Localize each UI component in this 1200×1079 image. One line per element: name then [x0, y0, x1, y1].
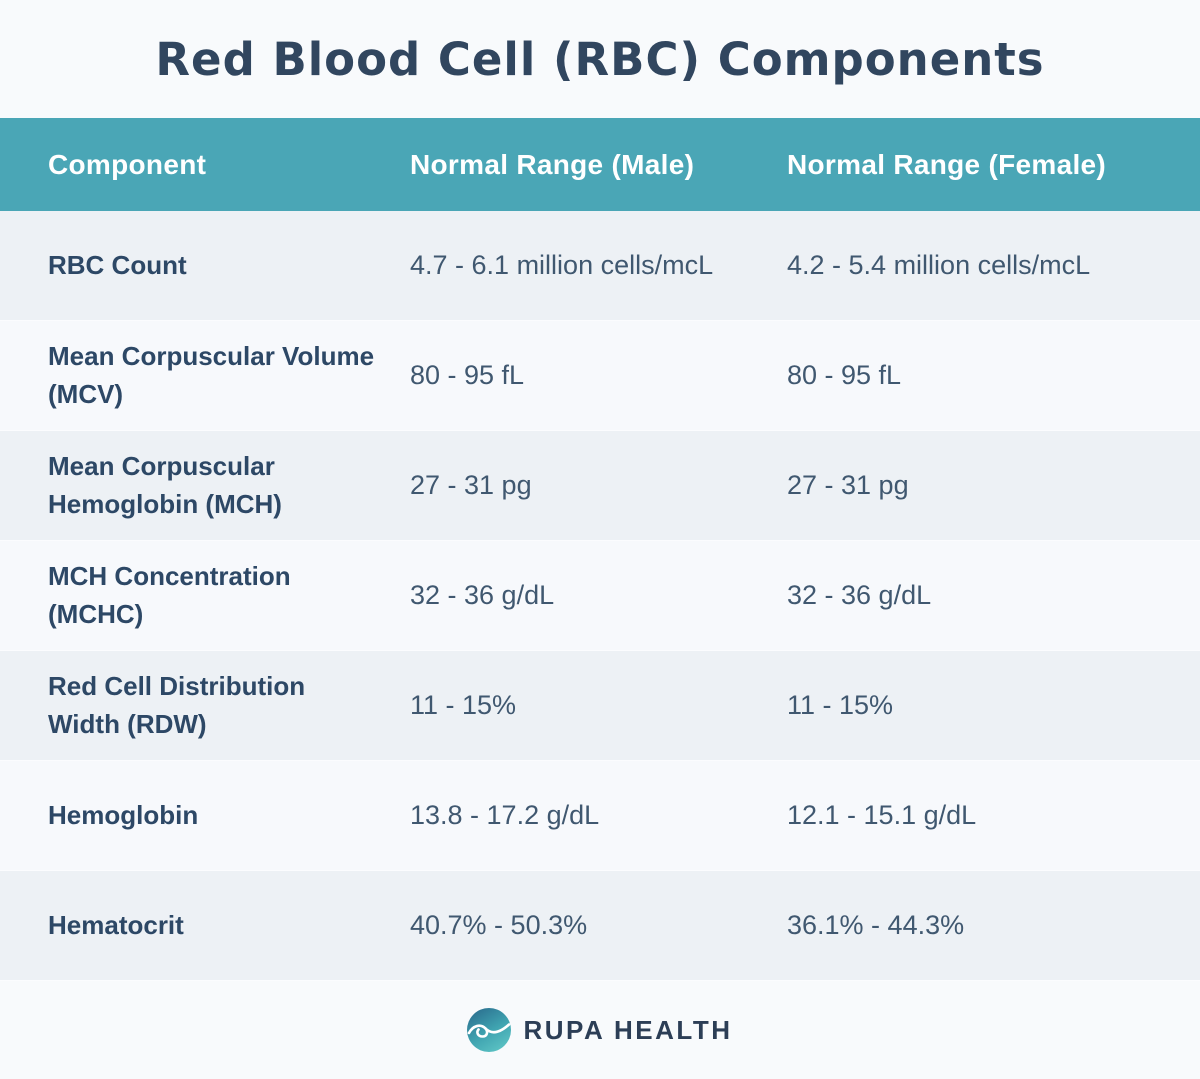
female-range-value: 11 - 15% [787, 690, 894, 720]
male-range-value: 13.8 - 17.2 g/dL [410, 800, 600, 830]
male-range-value: 27 - 31 pg [410, 470, 532, 500]
table-row-mch: Mean Corpuscular Hemoglobin (MCH) 27 - 3… [0, 431, 1200, 541]
brand-name: RUPA HEALTH [523, 1014, 733, 1045]
page-title: Red Blood Cell (RBC) Components [155, 32, 1045, 86]
female-range-value: 32 - 36 g/dL [787, 580, 932, 610]
male-range-value: 11 - 15% [410, 690, 517, 720]
brand-lockup: RUPA HEALTH [467, 1008, 732, 1052]
column-header-female-range: Normal Range (Female) [787, 148, 1107, 180]
male-range-value: 32 - 36 g/dL [410, 580, 555, 610]
column-header-component: Component [48, 148, 207, 180]
table-row-rbc-count: RBC Count 4.7 - 6.1 million cells/mcL 4.… [0, 211, 1200, 321]
title-band: Red Blood Cell (RBC) Components [0, 0, 1200, 118]
table-row-mchc: MCH Concentration (MCHC) 32 - 36 g/dL 32… [0, 541, 1200, 651]
male-range-value: 40.7% - 50.3% [410, 910, 588, 940]
table-row-mcv: Mean Corpuscular Volume (MCV) 80 - 95 fL… [0, 321, 1200, 431]
table-row-hematocrit: Hematocrit 40.7% - 50.3% 36.1% - 44.3% [0, 871, 1200, 981]
female-range-value: 12.1 - 15.1 g/dL [787, 800, 977, 830]
male-range-value: 4.7 - 6.1 million cells/mcL [410, 250, 714, 280]
table-header-row: Component Normal Range (Male) Normal Ran… [0, 118, 1200, 211]
column-header-male-range: Normal Range (Male) [410, 148, 695, 180]
component-label: RBC Count [48, 249, 187, 280]
component-label: Red Cell Distribution Width (RDW) [48, 670, 306, 739]
component-label: MCH Concentration (MCHC) [48, 560, 291, 629]
component-label: Mean Corpuscular Volume (MCV) [48, 340, 375, 409]
component-label: Mean Corpuscular Hemoglobin (MCH) [48, 450, 282, 519]
female-range-value: 80 - 95 fL [787, 360, 902, 390]
component-label: Hemoglobin [48, 799, 199, 830]
footer: RUPA HEALTH [0, 981, 1200, 1079]
table-row-rdw: Red Cell Distribution Width (RDW) 11 - 1… [0, 651, 1200, 761]
female-range-value: 27 - 31 pg [787, 470, 909, 500]
female-range-value: 4.2 - 5.4 million cells/mcL [787, 250, 1091, 280]
female-range-value: 36.1% - 44.3% [787, 910, 965, 940]
table-row-hemoglobin: Hemoglobin 13.8 - 17.2 g/dL 12.1 - 15.1 … [0, 761, 1200, 871]
rupa-wave-logo-icon [467, 1008, 512, 1052]
male-range-value: 80 - 95 fL [410, 360, 525, 390]
component-label: Hematocrit [48, 909, 184, 940]
